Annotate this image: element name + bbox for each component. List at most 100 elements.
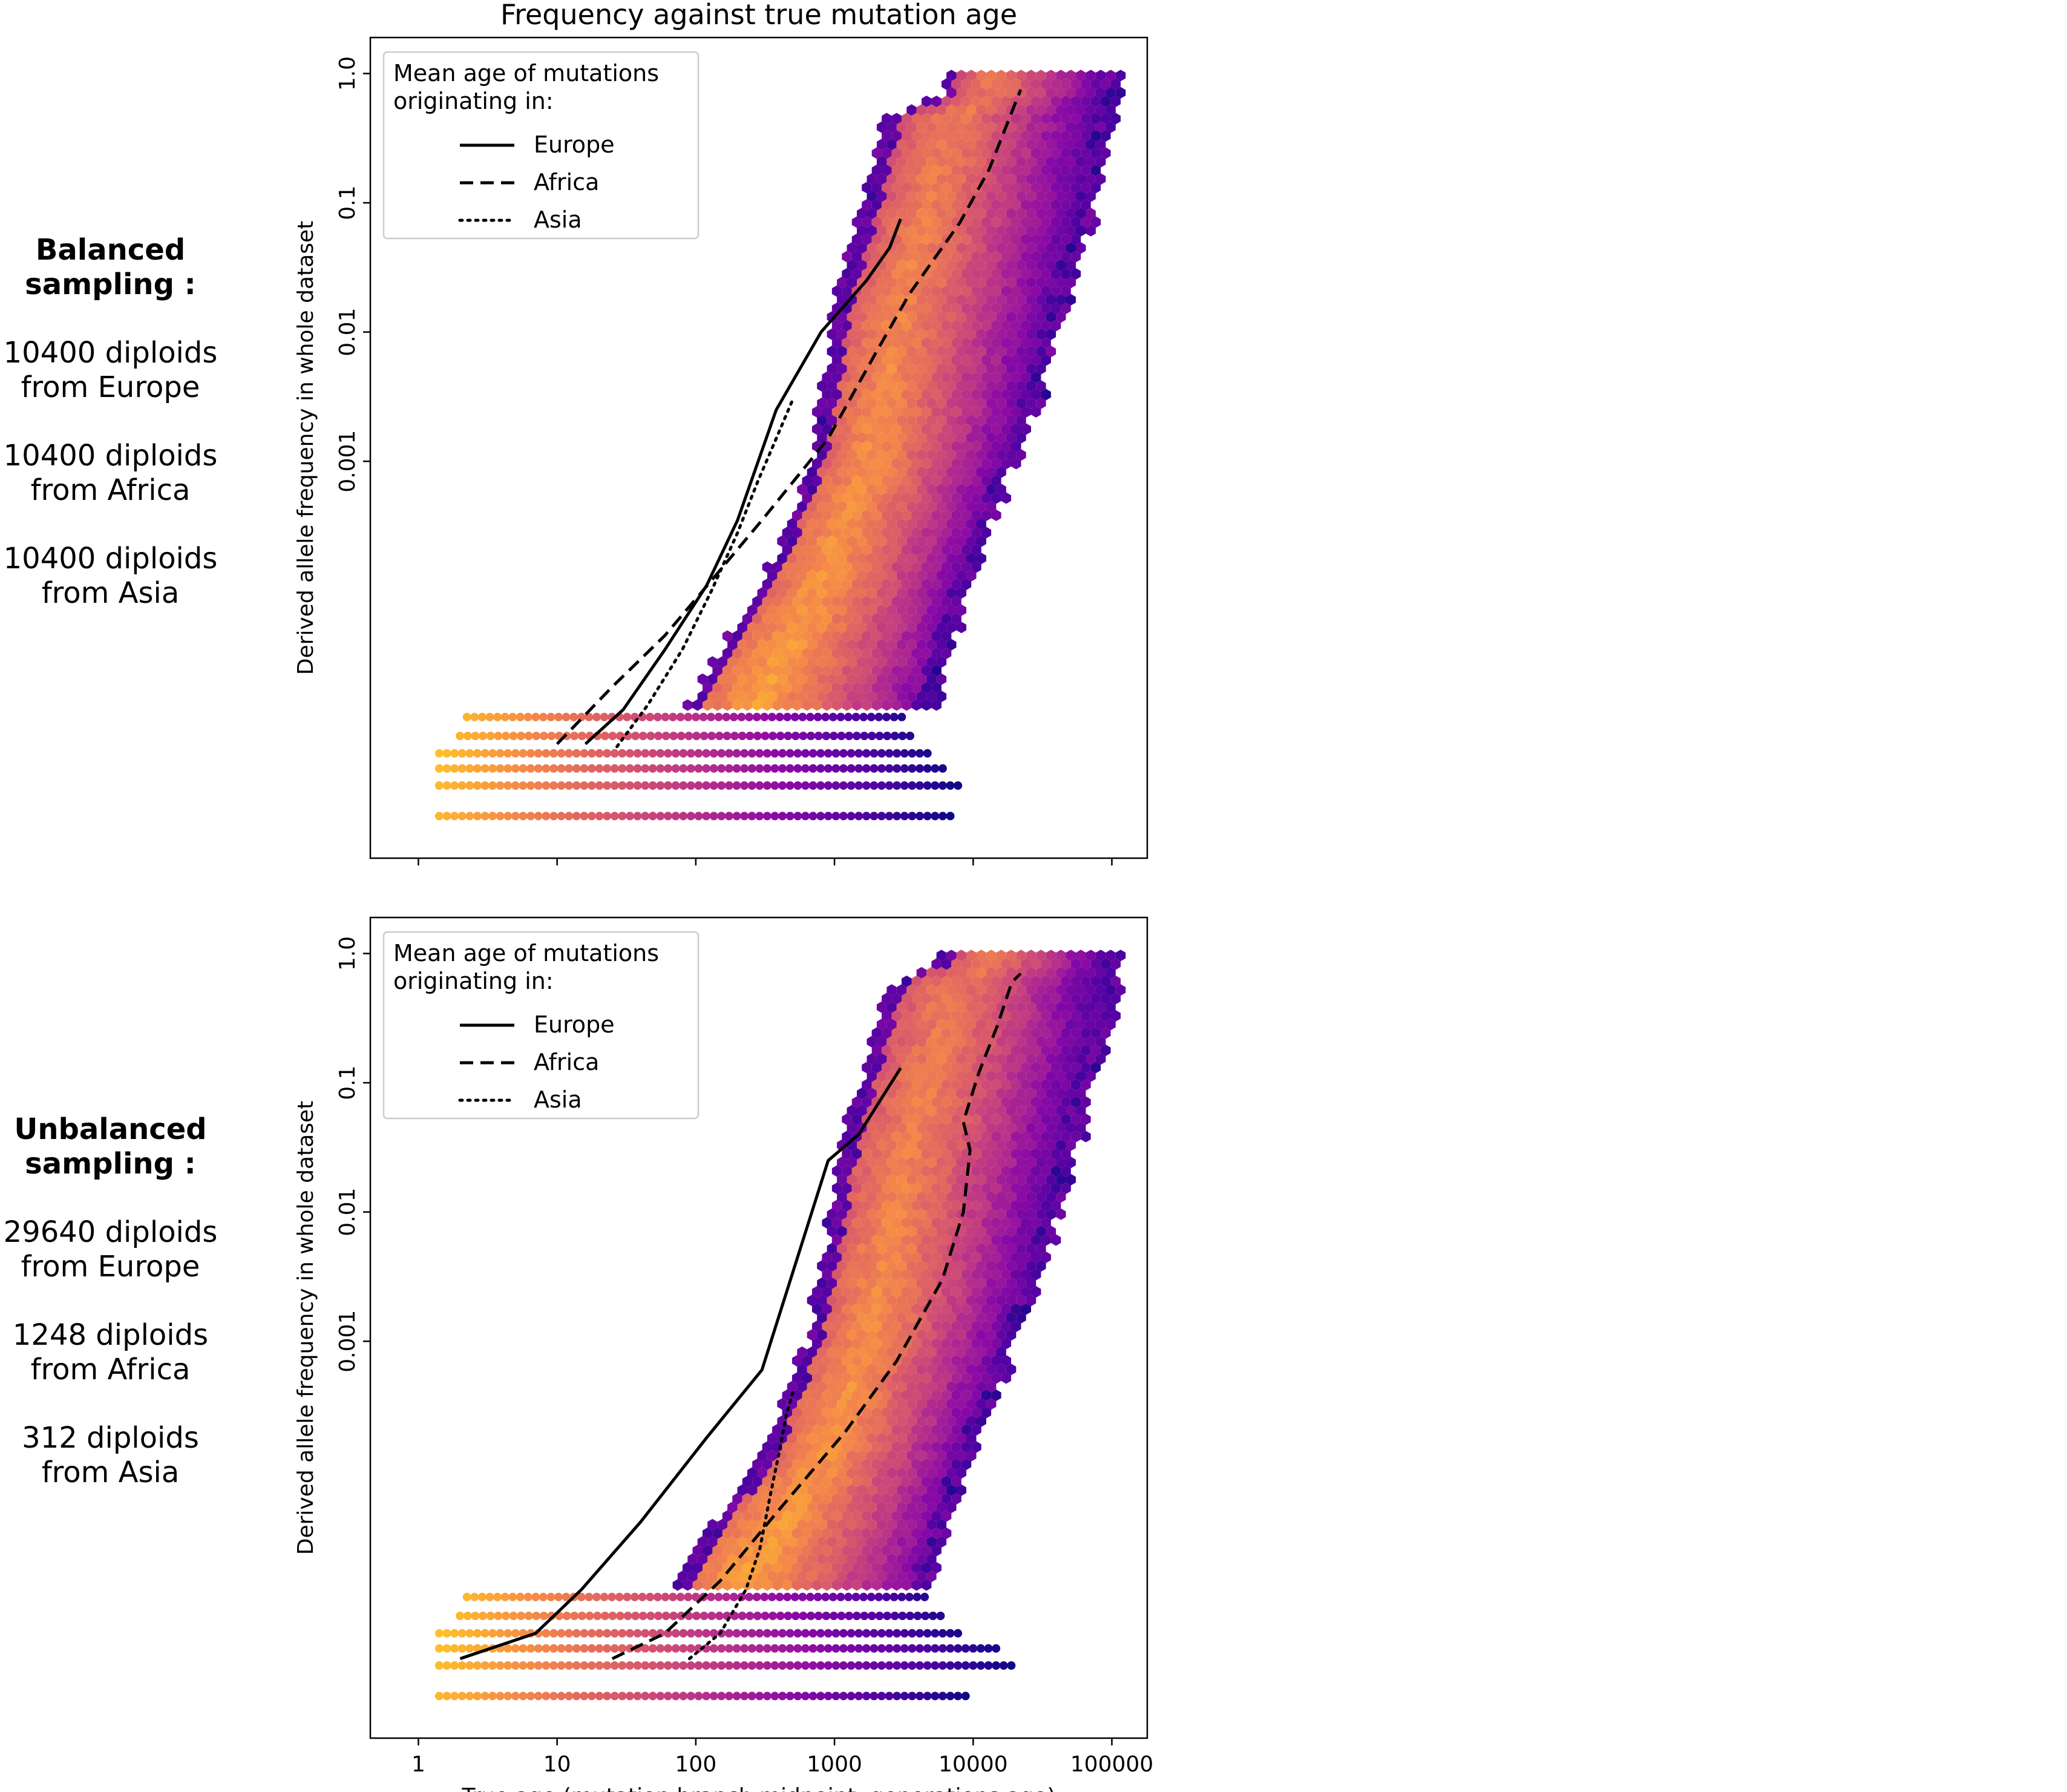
hexbin-cells bbox=[916, 1502, 927, 1514]
hexbin-cells bbox=[1021, 1079, 1031, 1091]
hexbin-cells bbox=[1041, 199, 1051, 211]
hexbin-cells bbox=[961, 285, 972, 297]
hexbin-cells bbox=[767, 673, 778, 685]
sample-count-text: 10400 diploids bbox=[3, 542, 218, 576]
axes-frame bbox=[369, 916, 1148, 1739]
hexbin-cells bbox=[792, 587, 807, 659]
hexbin-cells bbox=[842, 1131, 852, 1143]
axes-frame bbox=[369, 36, 1148, 859]
hexbin-cells bbox=[886, 976, 922, 1065]
hexbin-cells bbox=[946, 812, 955, 821]
hexbin-cells bbox=[511, 1644, 520, 1653]
hexbin-cells bbox=[916, 812, 924, 821]
hexbin-cells bbox=[991, 1286, 1001, 1298]
hexbin-cells bbox=[470, 712, 479, 721]
hexbin-cells bbox=[847, 1570, 857, 1583]
hexbin-cells bbox=[1061, 147, 1071, 159]
hexbin-cells bbox=[956, 70, 1046, 142]
hexbin-cells bbox=[916, 173, 927, 185]
hexbin-cells bbox=[902, 1045, 912, 1056]
hexbin-cells bbox=[532, 165, 942, 740]
hexbin-cells bbox=[966, 1234, 981, 1272]
hexbin-cells bbox=[999, 1661, 1008, 1670]
hexbin-cells bbox=[457, 1661, 467, 1670]
hexbin-cells bbox=[956, 449, 986, 496]
series-line-asia bbox=[687, 1391, 794, 1661]
hexbin-cells bbox=[462, 1592, 471, 1601]
hexbin-density bbox=[434, 70, 1126, 821]
hexbin-cells bbox=[717, 749, 726, 758]
hexbin-cells bbox=[946, 1661, 1001, 1701]
hexbin-cells bbox=[831, 492, 852, 556]
side-heading: Unbalanced sampling : bbox=[0, 1112, 221, 1181]
hexbin-cells bbox=[787, 475, 1001, 556]
hexbin-cells bbox=[463, 732, 472, 740]
hexbin-cells bbox=[902, 596, 912, 608]
hexbin-cells bbox=[906, 1104, 1037, 1531]
hexbin-cells bbox=[557, 70, 1006, 821]
hexbin-cells bbox=[931, 781, 940, 790]
hexbin-cells bbox=[684, 1592, 711, 1670]
hexbin-cells bbox=[862, 1579, 872, 1591]
hexbin-cells bbox=[916, 665, 942, 758]
hexbin-cells bbox=[951, 1390, 961, 1401]
x-tick-label: 100000 bbox=[1070, 1752, 1153, 1777]
hexbin-cells bbox=[966, 553, 977, 565]
hexbin-cells bbox=[477, 712, 486, 721]
hexbin-cells bbox=[902, 699, 912, 711]
hexbin-cells bbox=[908, 1629, 917, 1638]
hexbin-cells bbox=[938, 812, 947, 821]
hexbin-cells bbox=[928, 1612, 937, 1620]
sample-count-text: 10400 diploids bbox=[3, 336, 218, 370]
hexbin-cells bbox=[886, 1518, 897, 1531]
hexbin-cells bbox=[1011, 1079, 1021, 1091]
hexbin-cells bbox=[724, 749, 733, 758]
hexbin-cells bbox=[434, 749, 444, 758]
hexbin-cells bbox=[808, 812, 817, 821]
hexbin-cells bbox=[893, 749, 909, 773]
hexbin-cells bbox=[923, 749, 947, 790]
hexbin-cells bbox=[851, 337, 862, 349]
hexbin-cells bbox=[496, 1510, 802, 1653]
hexbin-cells bbox=[1011, 147, 1021, 159]
y-tick-label: 0.1 bbox=[335, 1065, 360, 1100]
hexbin-cells bbox=[847, 967, 977, 1531]
hexbin-cells bbox=[1031, 216, 1041, 228]
sample-count-text: 1248 diploids bbox=[12, 1318, 209, 1352]
hexbin-cells bbox=[1061, 1010, 1071, 1022]
hexbin-cells bbox=[961, 1424, 972, 1436]
sample-origin-text: from Africa bbox=[30, 473, 191, 507]
hexbin-cells bbox=[946, 1661, 955, 1670]
hexbin-cells bbox=[817, 604, 827, 616]
hexbin-cells bbox=[936, 1157, 947, 1169]
sample-origin-text: from Europe bbox=[21, 1250, 200, 1284]
hexbin-cells bbox=[871, 1303, 882, 1315]
sample-count-block: 10400 diploids from Africa bbox=[0, 439, 221, 508]
hexbin-cells bbox=[926, 449, 937, 461]
hexbin-cells bbox=[882, 1544, 892, 1557]
hexbin-cells bbox=[473, 1629, 482, 1653]
hexbin-cells bbox=[906, 1612, 914, 1620]
hexbin-cells bbox=[906, 673, 917, 685]
hexbin-cells bbox=[946, 1629, 955, 1638]
sample-origin-text: from Asia bbox=[41, 1456, 180, 1489]
side-heading-line: sampling : bbox=[25, 1147, 196, 1181]
hexbin-density bbox=[434, 950, 1126, 1701]
hexbin-cells bbox=[876, 346, 887, 358]
hexbin-cells bbox=[742, 1493, 812, 1591]
hexbin-cells bbox=[671, 781, 680, 790]
hexbin-cells bbox=[1050, 268, 1061, 280]
hexbin-cells bbox=[772, 613, 782, 625]
hexbin-cells bbox=[762, 630, 802, 677]
hexbin-cells bbox=[951, 561, 961, 573]
hexbin-cells bbox=[450, 712, 471, 773]
hexbin-cells bbox=[1021, 1053, 1037, 1108]
chart-panel: 1 10 100 1000 10000 100000 1.0 0.1 0.01 0.001 Deri… bbox=[293, 916, 1153, 1792]
hexbin-cells bbox=[465, 764, 474, 773]
y-tick-label: 0.001 bbox=[335, 1310, 360, 1373]
hexbin-cells bbox=[908, 812, 917, 821]
hexbin-cells bbox=[936, 1467, 947, 1479]
hexbin-cells bbox=[916, 1629, 924, 1638]
hexbin-cells bbox=[473, 1692, 482, 1701]
